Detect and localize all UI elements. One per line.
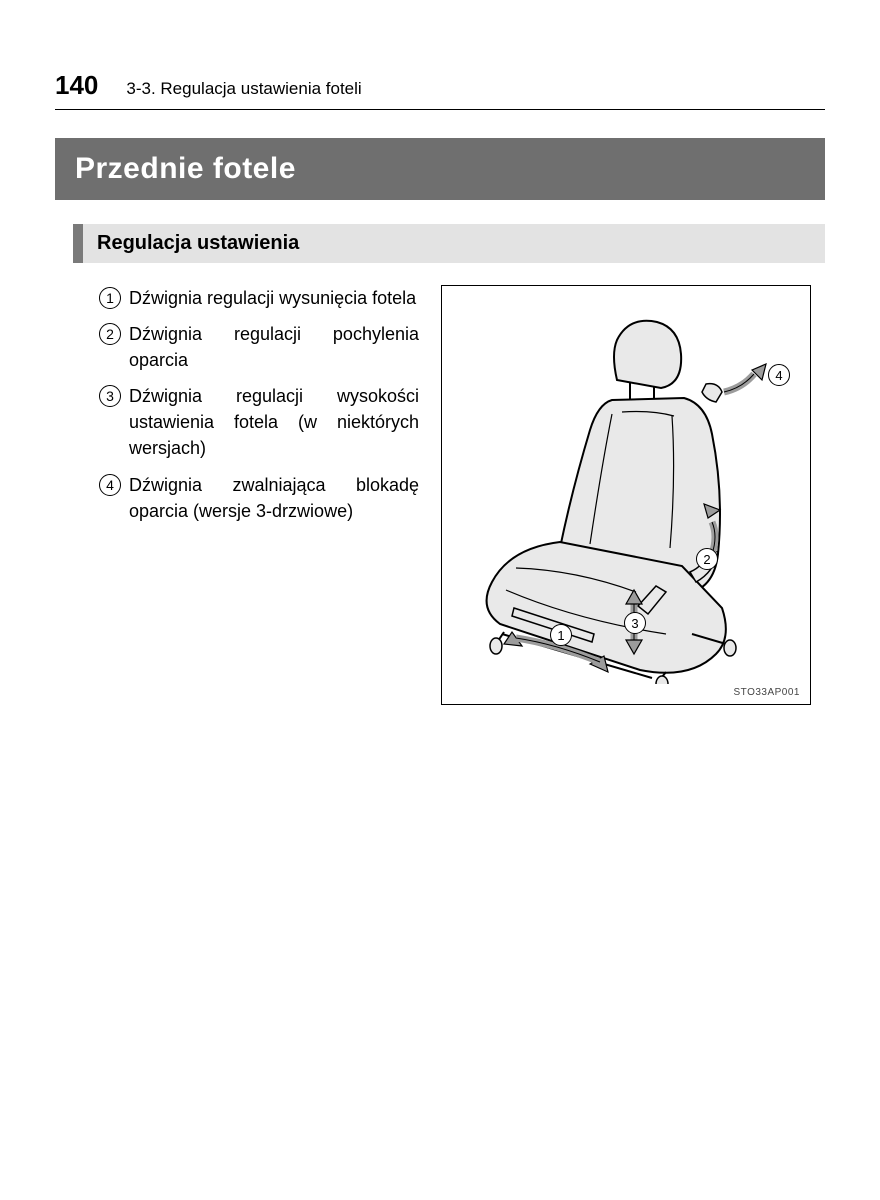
figure-code: STO33AP001 [733,687,800,698]
seat-figure: 1 2 3 4 STO33AP001 [441,285,811,705]
item-number-icon: 3 [99,385,121,407]
page-number: 140 [55,70,98,101]
item-number-icon: 4 [99,474,121,496]
figure-callout: 2 [696,548,718,570]
content-row: 1 Dźwignia regulacji wysunięcia fotela 2… [99,285,825,705]
subsection-heading: Regulacja ustawienia [73,224,825,263]
header-divider [55,109,825,110]
item-text: Dźwignia zwalniająca blokadę oparcia (we… [129,472,419,524]
list-item: 1 Dźwignia regulacji wysunięcia fotela [99,285,419,311]
item-number-icon: 2 [99,323,121,345]
header-row: 140 3-3. Regulacja ustawienia foteli [55,70,825,101]
section-path: 3-3. Regulacja ustawienia foteli [126,79,361,99]
item-text: Dźwignia regulacji wysokości ustawienia … [129,383,419,461]
list-item: 2 Dźwignia regulacji pochylenia oparcia [99,321,419,373]
list-item: 3 Dźwignia regulacji wysokości ustawieni… [99,383,419,461]
figure-callout: 4 [768,364,790,386]
item-text: Dźwignia regulacji pochylenia oparcia [129,321,419,373]
page-title: Przednie fotele [55,138,825,200]
page: 140 3-3. Regulacja ustawienia foteli Prz… [0,0,880,705]
figure-callout: 3 [624,612,646,634]
item-text: Dźwignia regulacji wysunięcia fotela [129,285,416,311]
list-item: 4 Dźwignia zwalniająca blokadę oparcia (… [99,472,419,524]
item-list: 1 Dźwignia regulacji wysunięcia fotela 2… [99,285,419,705]
item-number-icon: 1 [99,287,121,309]
figure-callout: 1 [550,624,572,646]
